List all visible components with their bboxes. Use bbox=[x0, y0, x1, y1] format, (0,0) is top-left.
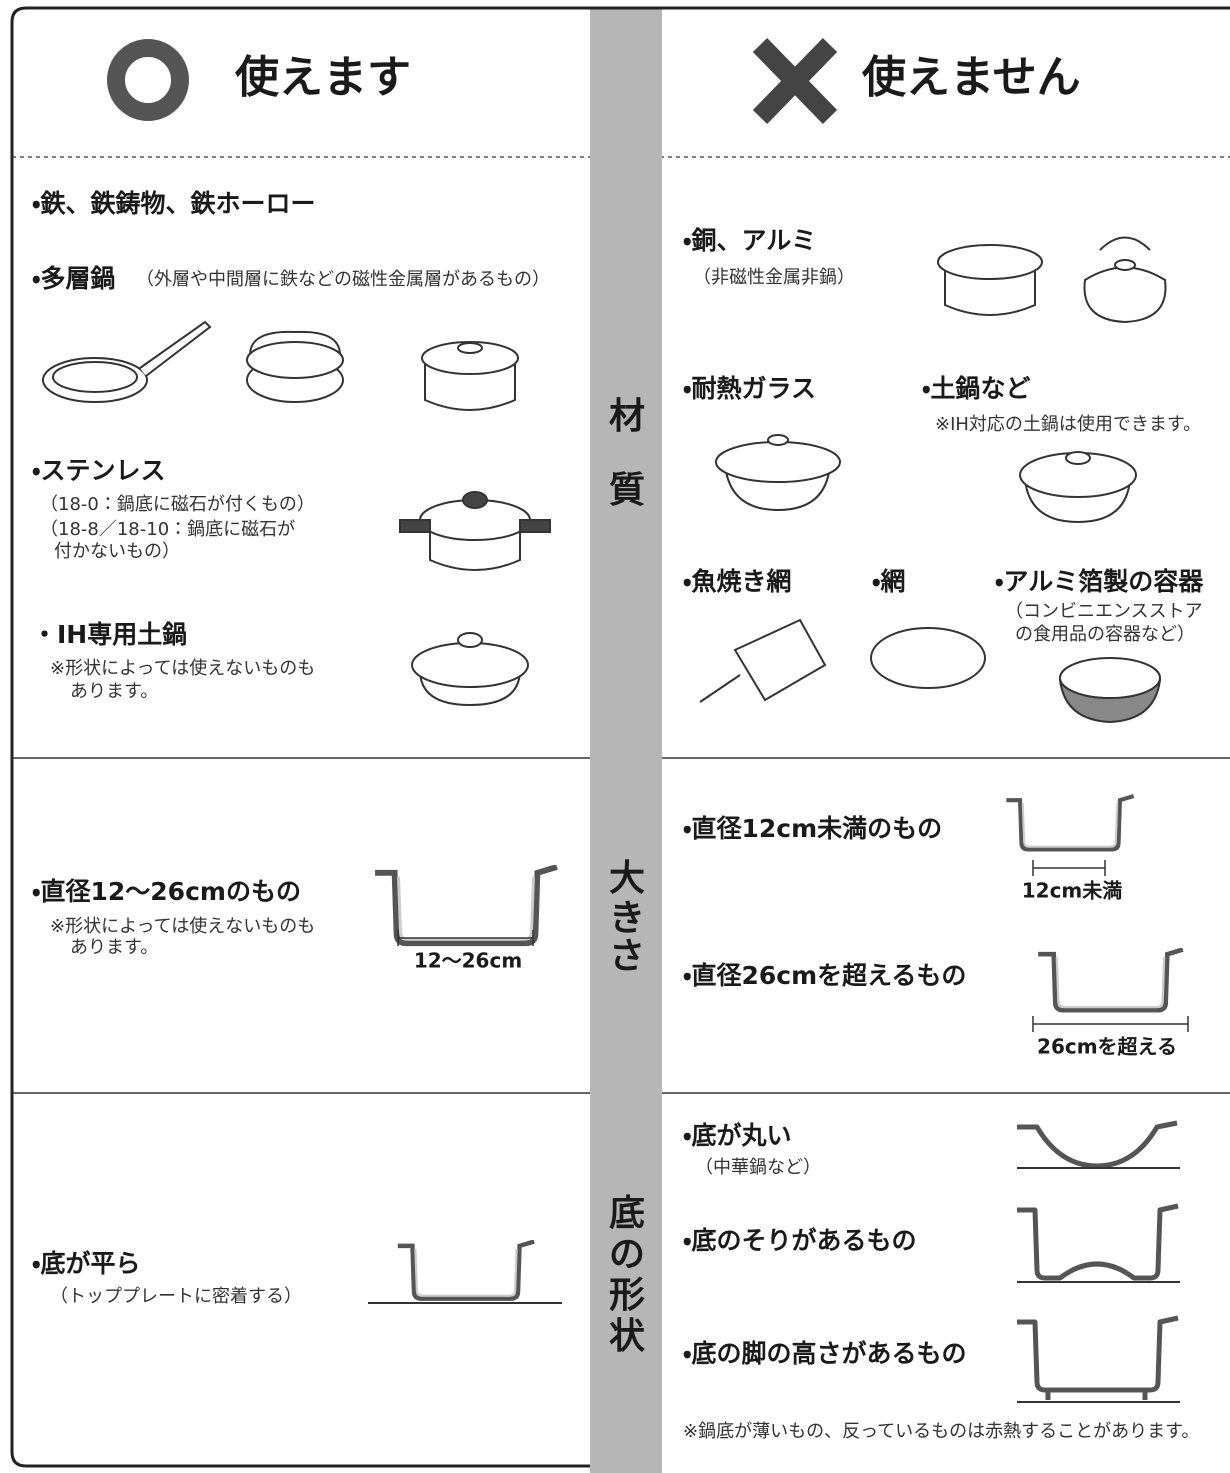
item-note: （トッププレートに密着する） bbox=[50, 1286, 302, 1307]
illustration-part bbox=[52, 361, 138, 393]
row-label: 材 bbox=[609, 396, 645, 437]
row-label: さ bbox=[609, 936, 645, 977]
row-label: 形 bbox=[609, 1275, 645, 1316]
dimension-label: 26cmを超える bbox=[1037, 1035, 1177, 1059]
dimension-line bbox=[1032, 860, 1106, 876]
dimension-label: 12cm未満 bbox=[1022, 879, 1123, 903]
item-title: ・ステンレス bbox=[32, 456, 166, 485]
illustration-part bbox=[457, 342, 483, 354]
item-title: ・銅、アルミ bbox=[683, 226, 816, 255]
row-label: の bbox=[609, 1234, 645, 1275]
item-title: ・直径12cm未満のもの bbox=[683, 814, 942, 843]
illustration-part bbox=[519, 519, 551, 533]
illustration-part bbox=[246, 341, 344, 379]
item-title: ・アルミ箔製の容器 bbox=[995, 567, 1204, 596]
ng-title: 使えません bbox=[862, 52, 1081, 103]
row-label: き bbox=[609, 898, 645, 939]
pot-diagram bbox=[1017, 1203, 1179, 1281]
illustration-part bbox=[411, 642, 529, 688]
ng-icon bbox=[752, 38, 838, 124]
illustration-part bbox=[399, 519, 431, 533]
item-note: （中華鍋など） bbox=[695, 1157, 821, 1178]
illustration-part bbox=[457, 632, 483, 648]
item-note: （外層や中間層に鉄などの磁性金属層があるもの） bbox=[136, 269, 550, 290]
item-note: の食用品の容器など） bbox=[1015, 624, 1195, 645]
item-note: ※IH対応の土鍋は使用できます。 bbox=[935, 414, 1201, 435]
illustration-part bbox=[1114, 259, 1136, 271]
illustration-part bbox=[1099, 236, 1151, 251]
dimension-label: 12〜26cm bbox=[414, 949, 522, 973]
illustration-part bbox=[462, 491, 488, 509]
item-title: ・耐熱ガラス bbox=[683, 374, 816, 403]
item-title: ・IH専用土鍋 bbox=[32, 620, 187, 649]
item-title: ・直径26cmを超えるもの bbox=[683, 961, 966, 990]
illustration-part bbox=[1083, 266, 1167, 324]
item-title: ・底が平ら bbox=[32, 1249, 141, 1278]
item-title: ・魚焼き網 bbox=[683, 567, 792, 596]
row-label: 質 bbox=[609, 470, 645, 511]
illustration-part bbox=[1059, 657, 1161, 699]
illustration-part bbox=[767, 434, 789, 446]
illustration bbox=[42, 320, 551, 707]
item-title: ・底が丸い bbox=[683, 1121, 792, 1150]
item-note: （18-8／18-10：鍋底に磁石が bbox=[40, 519, 295, 540]
pot-diagram bbox=[1017, 1120, 1178, 1169]
item-title: ・鉄、鉄鋳物、鉄ホーロー bbox=[32, 189, 316, 218]
grid-lines bbox=[10, 6, 1230, 1473]
item-note: （コンビニエンスストア bbox=[1005, 601, 1203, 622]
item-title: ・土鍋など bbox=[922, 374, 1031, 403]
row-label: 大 bbox=[609, 858, 645, 899]
item-note: （18-0：鍋底に磁石が付くもの） bbox=[40, 494, 315, 515]
item-title: ・多層鍋 bbox=[32, 264, 116, 293]
dimension-line bbox=[1032, 1016, 1189, 1032]
dimension-line bbox=[397, 930, 534, 946]
item-note: 付かないもの） bbox=[54, 541, 180, 562]
illustration-part bbox=[752, 38, 838, 124]
illustration-part bbox=[590, 8, 662, 1473]
illustration-part bbox=[139, 320, 212, 377]
item-note: ※形状によっては使えないものも bbox=[50, 658, 315, 679]
illustration-part bbox=[870, 627, 986, 689]
row-label: 底 bbox=[609, 1193, 645, 1234]
item-title: ・直径12〜26cmのもの bbox=[32, 877, 301, 906]
ok-title: 使えます bbox=[235, 52, 411, 103]
item-note: （非磁性金属非鍋） bbox=[693, 267, 855, 288]
row-label: 状 bbox=[609, 1316, 646, 1357]
pot-diagram bbox=[1017, 1315, 1179, 1400]
illustration-part bbox=[937, 244, 1043, 280]
item-title: ・底の脚の高さがあるもの bbox=[683, 1339, 967, 1368]
item-note: あります。 bbox=[70, 937, 158, 958]
illustration-part bbox=[715, 441, 841, 483]
item-title: ・網 bbox=[872, 567, 906, 596]
illustration-part bbox=[10, 6, 1230, 1468]
item-title: ・底のそりがあるもの bbox=[683, 1226, 917, 1255]
illustration-part bbox=[1065, 451, 1091, 465]
ok-icon bbox=[107, 39, 189, 121]
illustration bbox=[699, 236, 1167, 724]
item-note: ※形状によっては使えないものも bbox=[50, 916, 315, 937]
item-note: あります。 bbox=[70, 681, 158, 702]
illustration-part bbox=[733, 618, 827, 702]
footnote: ※鍋底が薄いもの、反っているものは赤熱することがあります。 bbox=[683, 1421, 1199, 1442]
illustration-part bbox=[699, 674, 741, 703]
